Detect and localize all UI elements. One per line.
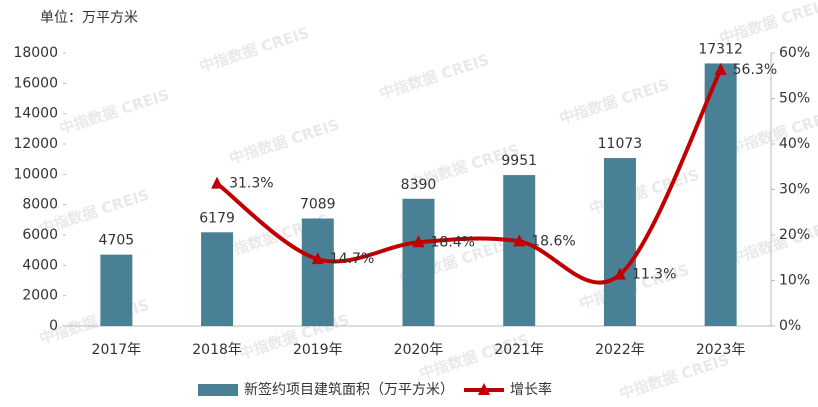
line-marker bbox=[714, 62, 727, 75]
bar bbox=[100, 254, 133, 326]
x-tick-label: 2020年 bbox=[394, 342, 444, 358]
y-tick-label: 0 bbox=[49, 318, 58, 334]
y-tick-label: 8000 bbox=[22, 197, 58, 213]
legend-swatch bbox=[198, 384, 238, 396]
legend-label: 增长率 bbox=[510, 381, 552, 398]
legend-label: 新签约项目建筑面积（万平方米） bbox=[244, 381, 454, 398]
y-tick-label: 16000 bbox=[13, 75, 58, 91]
x-tick-label: 2017年 bbox=[92, 342, 142, 358]
y2-tick-label: 40% bbox=[779, 136, 810, 152]
y-tick-label: 4000 bbox=[22, 257, 58, 273]
growth-line bbox=[215, 68, 723, 285]
y2-tick-label: 20% bbox=[779, 227, 810, 243]
y-tick-label: 12000 bbox=[13, 136, 58, 152]
bar-value-label: 6179 bbox=[199, 210, 235, 226]
y-tick-label: 2000 bbox=[22, 288, 58, 304]
line-marker bbox=[613, 267, 626, 280]
y2-tick-label: 50% bbox=[779, 91, 810, 107]
x-tick-label: 2018年 bbox=[192, 342, 242, 358]
line-value-label: 18.6% bbox=[531, 233, 575, 249]
watermark: 中指数据 CREIS bbox=[557, 76, 671, 128]
line-marker bbox=[311, 252, 324, 265]
bar-value-label: 17312 bbox=[698, 41, 743, 57]
bar-value-label: 8390 bbox=[401, 177, 437, 193]
watermark: 中指数据 CREIS bbox=[57, 86, 171, 138]
y2-tick-label: 10% bbox=[779, 273, 810, 289]
y-tick-label: 10000 bbox=[13, 166, 58, 182]
line-marker bbox=[412, 235, 425, 248]
bar bbox=[503, 175, 536, 326]
line-value-label: 14.7% bbox=[330, 251, 374, 267]
y2-tick-label: 30% bbox=[779, 182, 810, 198]
x-tick-label: 2023年 bbox=[696, 342, 746, 358]
y-tick-label: 6000 bbox=[22, 227, 58, 243]
watermark: 中指数据 CREIS bbox=[617, 351, 731, 403]
y-tick-label: 18000 bbox=[13, 45, 58, 61]
y2-tick-label: 0% bbox=[779, 318, 801, 334]
bar bbox=[301, 218, 334, 326]
watermark: 中指数据 CREIS bbox=[227, 116, 341, 168]
line-value-label: 18.4% bbox=[431, 234, 475, 250]
bar-value-label: 11073 bbox=[598, 136, 643, 152]
x-tick-label: 2021年 bbox=[494, 342, 544, 358]
line-marker bbox=[513, 234, 526, 247]
x-tick-label: 2019年 bbox=[293, 342, 343, 358]
line-value-label: 31.3% bbox=[229, 176, 273, 192]
unit-label: 单位：万平方米 bbox=[40, 10, 138, 26]
bar-value-label: 7089 bbox=[300, 196, 336, 212]
line-value-label: 11.3% bbox=[632, 267, 676, 283]
bar-value-label: 9951 bbox=[501, 153, 537, 169]
bar-value-label: 4705 bbox=[99, 233, 135, 249]
legend-marker bbox=[478, 383, 490, 395]
y-tick-label: 14000 bbox=[13, 106, 58, 122]
x-tick-label: 2022年 bbox=[595, 342, 645, 358]
bar bbox=[201, 232, 234, 326]
bar bbox=[402, 198, 435, 326]
watermark: 中指数据 CREIS bbox=[197, 24, 311, 76]
line-value-label: 56.3% bbox=[733, 62, 777, 78]
watermark: 中指数据 CREIS bbox=[377, 51, 491, 103]
y2-tick-label: 60% bbox=[779, 45, 810, 61]
bar bbox=[603, 158, 636, 326]
line-marker bbox=[211, 176, 224, 189]
bar bbox=[704, 63, 737, 327]
